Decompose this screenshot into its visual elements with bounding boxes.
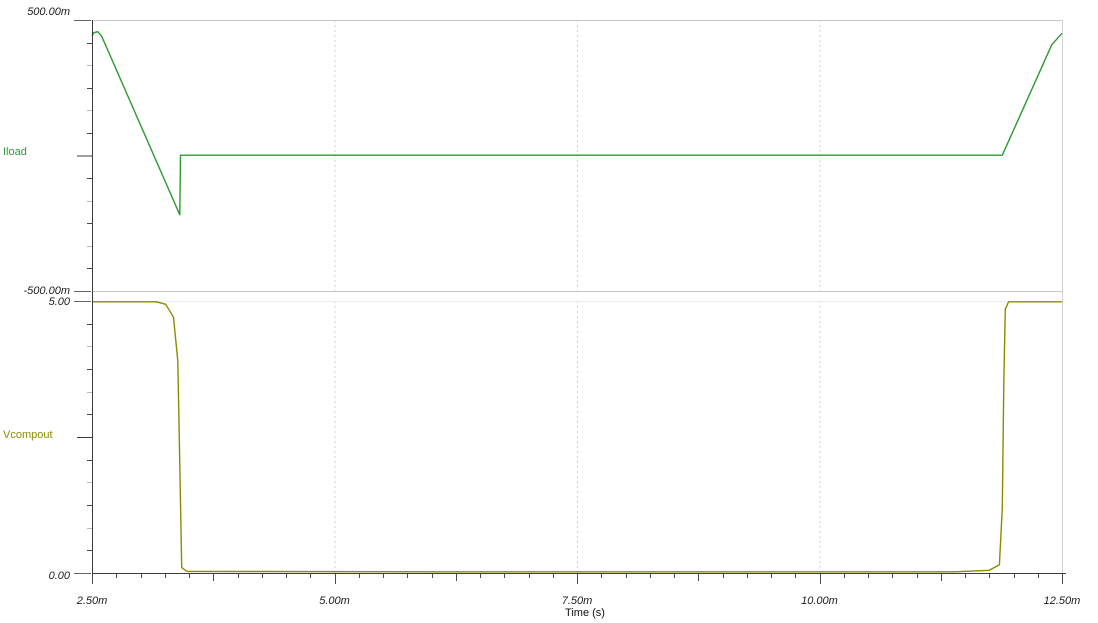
x-tick-label: 5.00m	[319, 595, 350, 607]
x-tick-label: 12.50m	[1043, 595, 1081, 607]
vcompout-plot-region[interactable]	[92, 301, 1062, 573]
x-tick-label: 7.50m	[561, 595, 593, 607]
vcompout-ymax-label: 5.00	[48, 296, 70, 308]
time-axis-title: Time (s)	[565, 607, 605, 619]
iload-ymin-label: -500.00m	[23, 285, 70, 297]
iload-ymax-label: 500.00m	[27, 6, 70, 18]
iload-plot-region[interactable]	[92, 20, 1062, 291]
iload-series-label[interactable]: Iload	[3, 146, 27, 158]
x-tick-label: 10.00m	[801, 595, 838, 607]
x-tick-label: 2.50m	[76, 595, 108, 607]
vcompout-series-label[interactable]: Vcompout	[3, 429, 53, 441]
vcompout-ymin-label: 0.00	[48, 570, 70, 582]
